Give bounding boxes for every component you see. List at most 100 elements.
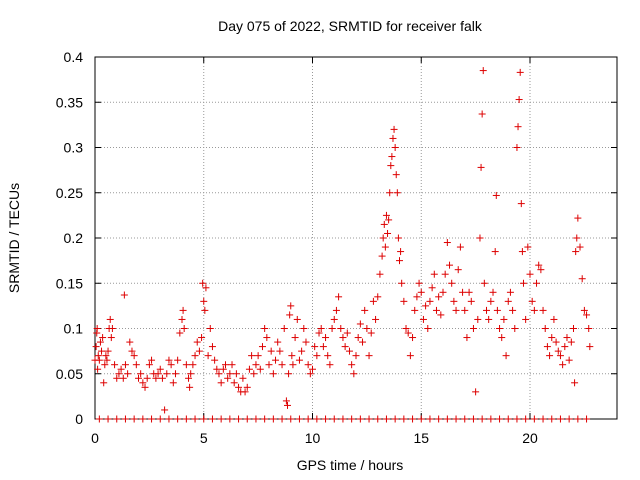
data-point: [515, 96, 523, 104]
data-point: [289, 361, 297, 369]
data-point: [522, 315, 530, 323]
data-point: [115, 370, 123, 378]
data-point: [352, 352, 360, 360]
data-point: [478, 415, 486, 423]
data-point: [200, 297, 208, 305]
data-point: [280, 325, 288, 332]
data-point: [461, 415, 469, 423]
data-point: [272, 356, 280, 364]
data-point: [580, 306, 588, 314]
data-point: [356, 415, 364, 423]
data-point: [311, 343, 319, 351]
data-point: [304, 415, 312, 423]
data-point: [126, 338, 134, 346]
data-point: [573, 234, 581, 242]
data-point: [103, 356, 111, 364]
data-point: [208, 343, 216, 351]
data-point: [258, 343, 266, 351]
data-point: [226, 370, 234, 378]
data-point: [479, 67, 487, 75]
data-point: [300, 325, 308, 332]
data-point: [397, 248, 405, 256]
data-point: [113, 415, 121, 423]
data-point: [322, 415, 330, 423]
data-point: [467, 297, 475, 305]
data-point: [533, 279, 541, 287]
data-point: [156, 365, 164, 373]
data-point: [298, 347, 306, 355]
data-point: [400, 297, 408, 305]
data-point: [213, 365, 221, 373]
data-point: [217, 379, 225, 387]
data-point: [381, 243, 389, 251]
data-point: [541, 325, 549, 332]
data-point: [198, 334, 206, 342]
data-point: [389, 134, 397, 142]
data-point: [430, 270, 438, 278]
data-point: [574, 214, 582, 222]
data-point: [104, 347, 112, 355]
data-point: [278, 361, 286, 369]
data-point: [94, 352, 102, 360]
y-tick-label: 0.4: [64, 49, 84, 65]
data-point: [385, 216, 393, 224]
data-point: [496, 325, 504, 332]
data-point: [465, 288, 473, 296]
data-point: [341, 343, 349, 351]
data-point: [200, 415, 208, 423]
data-point: [239, 374, 247, 382]
data-point: [483, 306, 490, 314]
data-point: [217, 415, 225, 423]
data-point: [132, 361, 140, 369]
data-point: [392, 171, 400, 179]
data-point: [361, 306, 369, 314]
data-point: [182, 361, 190, 369]
x-tick-label: 0: [91, 430, 99, 446]
data-point: [201, 306, 209, 314]
data-point: [215, 370, 223, 378]
data-point: [567, 338, 575, 346]
data-point: [191, 352, 199, 360]
data-point: [396, 257, 403, 265]
data-point: [439, 288, 447, 296]
x-tick-label: 20: [522, 430, 538, 446]
data-point: [456, 243, 464, 251]
data-point: [306, 370, 314, 378]
data-point: [128, 347, 136, 355]
data-point: [572, 248, 580, 256]
data-point: [413, 293, 421, 301]
data-point: [228, 361, 236, 369]
data-point: [121, 415, 129, 423]
data-point: [139, 415, 147, 423]
data-point: [99, 334, 107, 342]
data-point: [285, 370, 293, 378]
data-point: [526, 270, 534, 278]
data-point: [124, 370, 132, 378]
data-point: [452, 415, 460, 423]
data-point: [574, 415, 582, 423]
data-point: [487, 297, 495, 305]
data-point: [191, 415, 199, 423]
data-point: [548, 415, 556, 423]
y-tick-label: 0.1: [64, 321, 84, 337]
data-point: [169, 379, 177, 387]
data-point: [576, 243, 584, 251]
data-point: [417, 415, 425, 423]
data-point: [400, 415, 408, 423]
data-point: [390, 125, 398, 133]
data-point: [406, 352, 414, 360]
data-point: [179, 306, 187, 314]
data-point: [261, 325, 269, 332]
data-point: [332, 306, 340, 314]
data-point: [261, 415, 269, 423]
data-point: [374, 415, 382, 423]
data-point: [391, 415, 399, 423]
y-tick-label: 0.15: [56, 275, 83, 291]
data-point: [130, 352, 138, 360]
data-point: [211, 356, 219, 364]
data-point: [135, 374, 142, 382]
data-point: [480, 279, 488, 287]
data-point: [489, 288, 497, 296]
data-point: [443, 415, 451, 423]
data-point: [328, 325, 336, 332]
